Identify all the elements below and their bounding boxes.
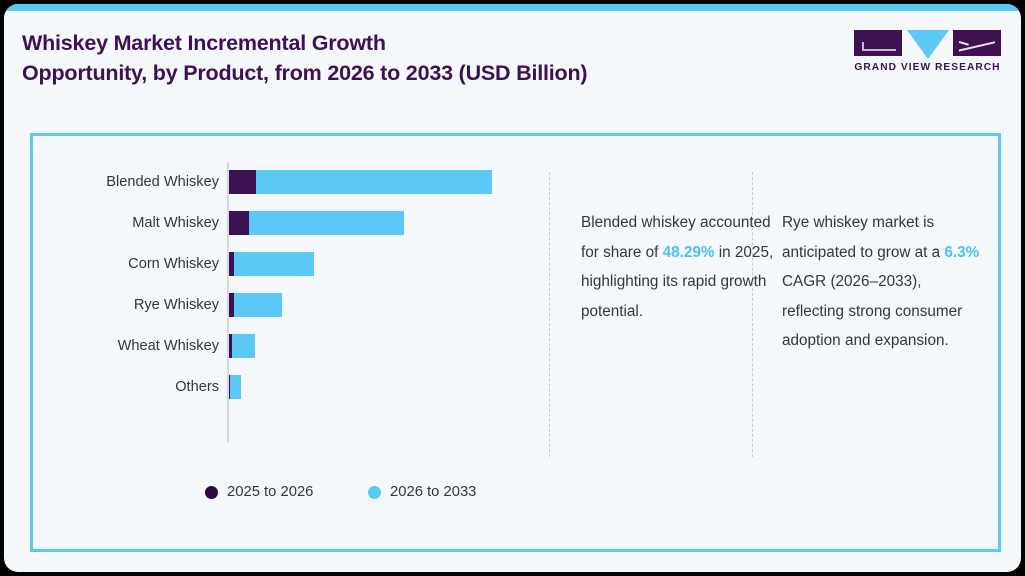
bar-segment-2026-2033 [256, 170, 492, 194]
insight-text-pre: Blended whiskey accounted for share of [581, 214, 771, 261]
insight-highlight-value: 48.29% [662, 243, 715, 261]
chart-bar [229, 375, 241, 399]
top-accent-bar [4, 4, 1021, 11]
divider-1 [549, 172, 550, 457]
chart-row: Blended Whiskey [33, 167, 543, 197]
insight-text-post: CAGR (2026–2033), reflecting strong cons… [782, 273, 963, 349]
chart-y-axis [227, 162, 229, 442]
insight-text-pre: Rye whiskey market is anticipated to gro… [782, 214, 945, 261]
legend-swatch-icon [368, 485, 381, 499]
logo-triangle-icon [907, 30, 949, 59]
bar-segment-2025-2026 [229, 252, 234, 276]
bar-segment-2026-2033 [234, 293, 282, 317]
bar-segment-2025-2026 [229, 293, 234, 317]
logo-marks [849, 30, 1006, 60]
chart-row: Others [33, 372, 543, 402]
chart-bar [229, 211, 404, 235]
chart-row-label: Malt Whiskey [132, 215, 219, 231]
logo-left-block-icon [854, 30, 902, 56]
insight-rye-whiskey: Rye whiskey market is anticipated to gro… [782, 208, 982, 356]
chart-legend: 2025 to 2026 2026 to 2033 [183, 479, 543, 505]
bar-segment-2025-2026 [229, 375, 230, 399]
chart-bar [229, 252, 314, 276]
insight-text-post: in 2025, highlighting its rapid growth p… [581, 243, 774, 320]
legend-item-2026-2033[interactable]: 2026 to 2033 [368, 479, 476, 505]
legend-label: 2026 to 2033 [390, 484, 477, 500]
title-line-1: Whiskey Market Incremental Growth [22, 31, 386, 55]
chart-row-label: Others [175, 379, 219, 395]
grand-view-research-logo: GRAND VIEW RESEARCH [849, 30, 1006, 76]
page-title: Whiskey Market Incremental Growth Opport… [22, 28, 782, 88]
bar-segment-2026-2033 [232, 334, 255, 358]
bar-segment-2026-2033 [234, 252, 314, 276]
logo-right-arrow-icon [959, 41, 995, 52]
chart-row: Wheat Whiskey [33, 331, 543, 361]
chart-row: Malt Whiskey [33, 208, 543, 238]
chart-row-label: Blended Whiskey [106, 174, 219, 190]
chart-row: Rye Whiskey [33, 290, 543, 320]
logo-left-bracket-icon [862, 42, 896, 51]
insight-highlight-value: 6.3% [944, 243, 980, 261]
chart-row-label: Rye Whiskey [133, 297, 219, 313]
chart-bar [229, 170, 492, 194]
chart-row-label: Corn Whiskey [128, 256, 219, 272]
chart-row: Corn Whiskey [33, 249, 543, 279]
chart-row-label: Wheat Whiskey [117, 338, 219, 354]
insight-blended-whiskey: Blended whiskey accounted for share of 4… [581, 208, 781, 326]
bar-segment-2025-2026 [229, 334, 232, 358]
bar-segment-2025-2026 [229, 170, 256, 194]
chart-bar [229, 334, 255, 358]
content-panel: Blended Whiskey Malt Whiskey Corn Whiskey R… [30, 133, 1001, 552]
title-line-2: Opportunity, by Product, from 2026 to 20… [22, 61, 588, 85]
logo-wordmark: GRAND VIEW RESEARCH [854, 62, 1001, 73]
legend-label: 2025 to 2026 [227, 484, 314, 500]
divider-2 [752, 172, 753, 457]
legend-swatch-icon [205, 485, 218, 499]
chart-bar [229, 293, 282, 317]
legend-item-2025-2026[interactable]: 2025 to 2026 [205, 479, 313, 505]
logo-right-block-icon [953, 30, 1001, 56]
bar-chart: Blended Whiskey Malt Whiskey Corn Whiskey R… [33, 136, 543, 549]
bar-segment-2025-2026 [229, 211, 249, 235]
infographic-card: Whiskey Market Incremental Growth Opport… [4, 4, 1021, 572]
bar-segment-2026-2033 [249, 211, 404, 235]
bar-segment-2026-2033 [230, 375, 241, 399]
